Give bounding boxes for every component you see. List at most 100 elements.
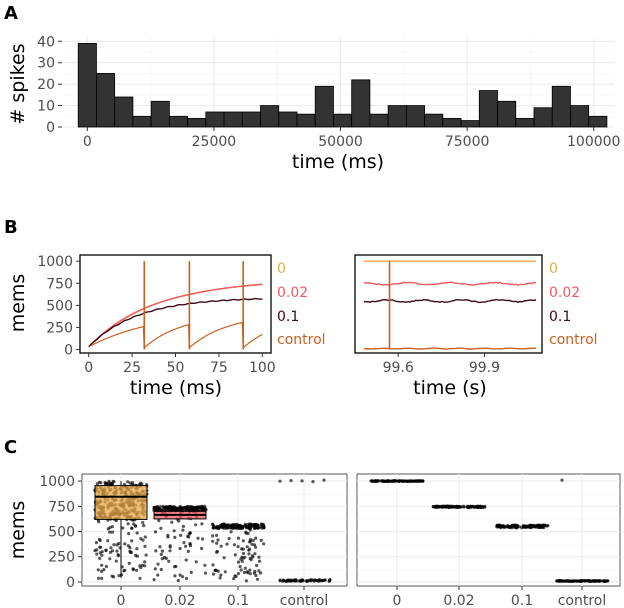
- histogram-bar: [478, 90, 498, 128]
- distribution-point: [97, 537, 101, 542]
- steady-state-point: [517, 525, 522, 529]
- distribution-point: [98, 545, 102, 549]
- distribution-point: [219, 573, 223, 577]
- steady-state-point: [386, 479, 390, 483]
- distribution-point: [160, 549, 164, 553]
- steady-state-point: [393, 479, 397, 483]
- distribution-point: [186, 549, 190, 554]
- distribution-point: [143, 535, 147, 539]
- distribution-point: [215, 549, 219, 554]
- steady-state-point: [506, 523, 510, 528]
- steady-state-point: [579, 579, 583, 583]
- distribution-point: [211, 534, 215, 538]
- histogram-bar: [424, 113, 444, 128]
- distribution-point: [236, 545, 240, 549]
- distribution-point: [100, 576, 104, 581]
- distribution-point: [243, 524, 247, 528]
- trace-early-y-tick-label: 250: [46, 320, 73, 336]
- trace-early-x-tick-label: 25: [123, 360, 141, 376]
- histogram-bars: [77, 43, 608, 128]
- steady-state-plot-border: [356, 473, 621, 587]
- distribution-point: [242, 570, 246, 575]
- distribution-point: [239, 568, 243, 572]
- distribution-point: [135, 547, 139, 551]
- distribution-point: [100, 553, 104, 557]
- steady-state-point: [462, 505, 466, 509]
- trace-early-x-ticks: 0 25 50 75 100: [84, 353, 276, 376]
- histogram-bar: [96, 73, 116, 128]
- distribution-point: [300, 479, 304, 483]
- distribution-point: [254, 522, 258, 527]
- histogram-bar: [588, 115, 608, 128]
- trace-early-legend: 0 0.02 0.1 control: [277, 261, 326, 348]
- distribution-point: [140, 563, 144, 567]
- histogram-bar: [114, 96, 134, 128]
- distribution-point: [236, 572, 240, 576]
- distribution-point: [255, 577, 260, 581]
- distribution-point: [159, 526, 163, 530]
- distribution-point: [164, 556, 168, 561]
- distribution-point: [328, 578, 332, 582]
- steady-state-point: [418, 479, 422, 483]
- trace-late-line-control: [364, 347, 537, 350]
- distribution-point: [157, 519, 161, 523]
- steady-state-point: [450, 504, 454, 508]
- distribution-point: [251, 538, 255, 543]
- distribution-point: [240, 525, 245, 529]
- distribution-point: [294, 579, 298, 583]
- distribution-point: [134, 524, 138, 528]
- distribution-point: [219, 544, 223, 548]
- histogram-y-ticks: 0 10 20 30 40: [37, 34, 62, 136]
- trace-late-lines: [363, 260, 537, 350]
- trace-late-legend-label: control: [549, 332, 598, 348]
- histogram-bar: [314, 85, 334, 128]
- distribution-point: [211, 526, 215, 530]
- distribution-point: [183, 505, 187, 510]
- distribution-point: [135, 568, 139, 572]
- distribution-point: [181, 528, 185, 532]
- trace-late-legend: 0 0.02 0.1 control: [549, 261, 598, 348]
- distribution-point: [253, 543, 257, 547]
- trace-late-x-ticks: 99.6 99.9: [383, 353, 500, 376]
- histogram-bar: [150, 100, 170, 128]
- trace-late-legend-label: 0: [549, 261, 558, 277]
- distribution-point: [184, 558, 188, 562]
- distribution-point: [253, 526, 257, 530]
- trace-late-legend-label: 0.1: [549, 309, 571, 325]
- trace-late-x-tick-label: 99.6: [383, 360, 414, 376]
- distribution-point: [203, 571, 208, 575]
- histogram-y-tick-label: 20: [37, 77, 55, 93]
- distribution-point: [126, 544, 130, 548]
- trace-late-legend-label: 0.02: [549, 285, 580, 301]
- distribution-point: [254, 536, 258, 540]
- distribution-point: [127, 561, 131, 566]
- histogram-bar: [278, 111, 298, 128]
- histogram-bar: [460, 120, 480, 128]
- steady-state-x-tick-label: control: [558, 593, 607, 608]
- distribution-y-tick-label: 250: [48, 550, 75, 566]
- trace-late-plot-border: [354, 254, 543, 354]
- distribution-point: [218, 576, 222, 580]
- distribution-point: [259, 538, 263, 543]
- distribution-point: [168, 549, 172, 553]
- trace-early-legend-label: 0.1: [277, 309, 299, 325]
- distribution-point: [98, 556, 102, 561]
- trace-early-y-ticks: 0 250 500 750 1000: [37, 254, 80, 358]
- steady-state-point: [415, 479, 419, 483]
- distribution-point: [286, 579, 290, 583]
- distribution-point: [241, 539, 245, 543]
- trace-early-x-tick-label: 100: [249, 360, 276, 376]
- distribution-point: [243, 566, 247, 570]
- distribution-point: [143, 560, 147, 564]
- distribution-point: [248, 540, 252, 544]
- membrane-trace-early-panel: 0 250 500 750 1000 0 25 50 75 100 time (ms) mems…: [7, 254, 326, 399]
- distribution-point: [139, 537, 143, 541]
- distribution-point: [253, 552, 257, 556]
- distribution-point: [188, 506, 192, 510]
- steady-state-point: [455, 505, 459, 509]
- distribution-point: [194, 560, 198, 564]
- trace-early-x-tick-label: 0: [84, 360, 93, 376]
- steady-state-point: [602, 579, 606, 583]
- steady-state-point: [539, 525, 543, 529]
- distribution-point: [236, 560, 241, 564]
